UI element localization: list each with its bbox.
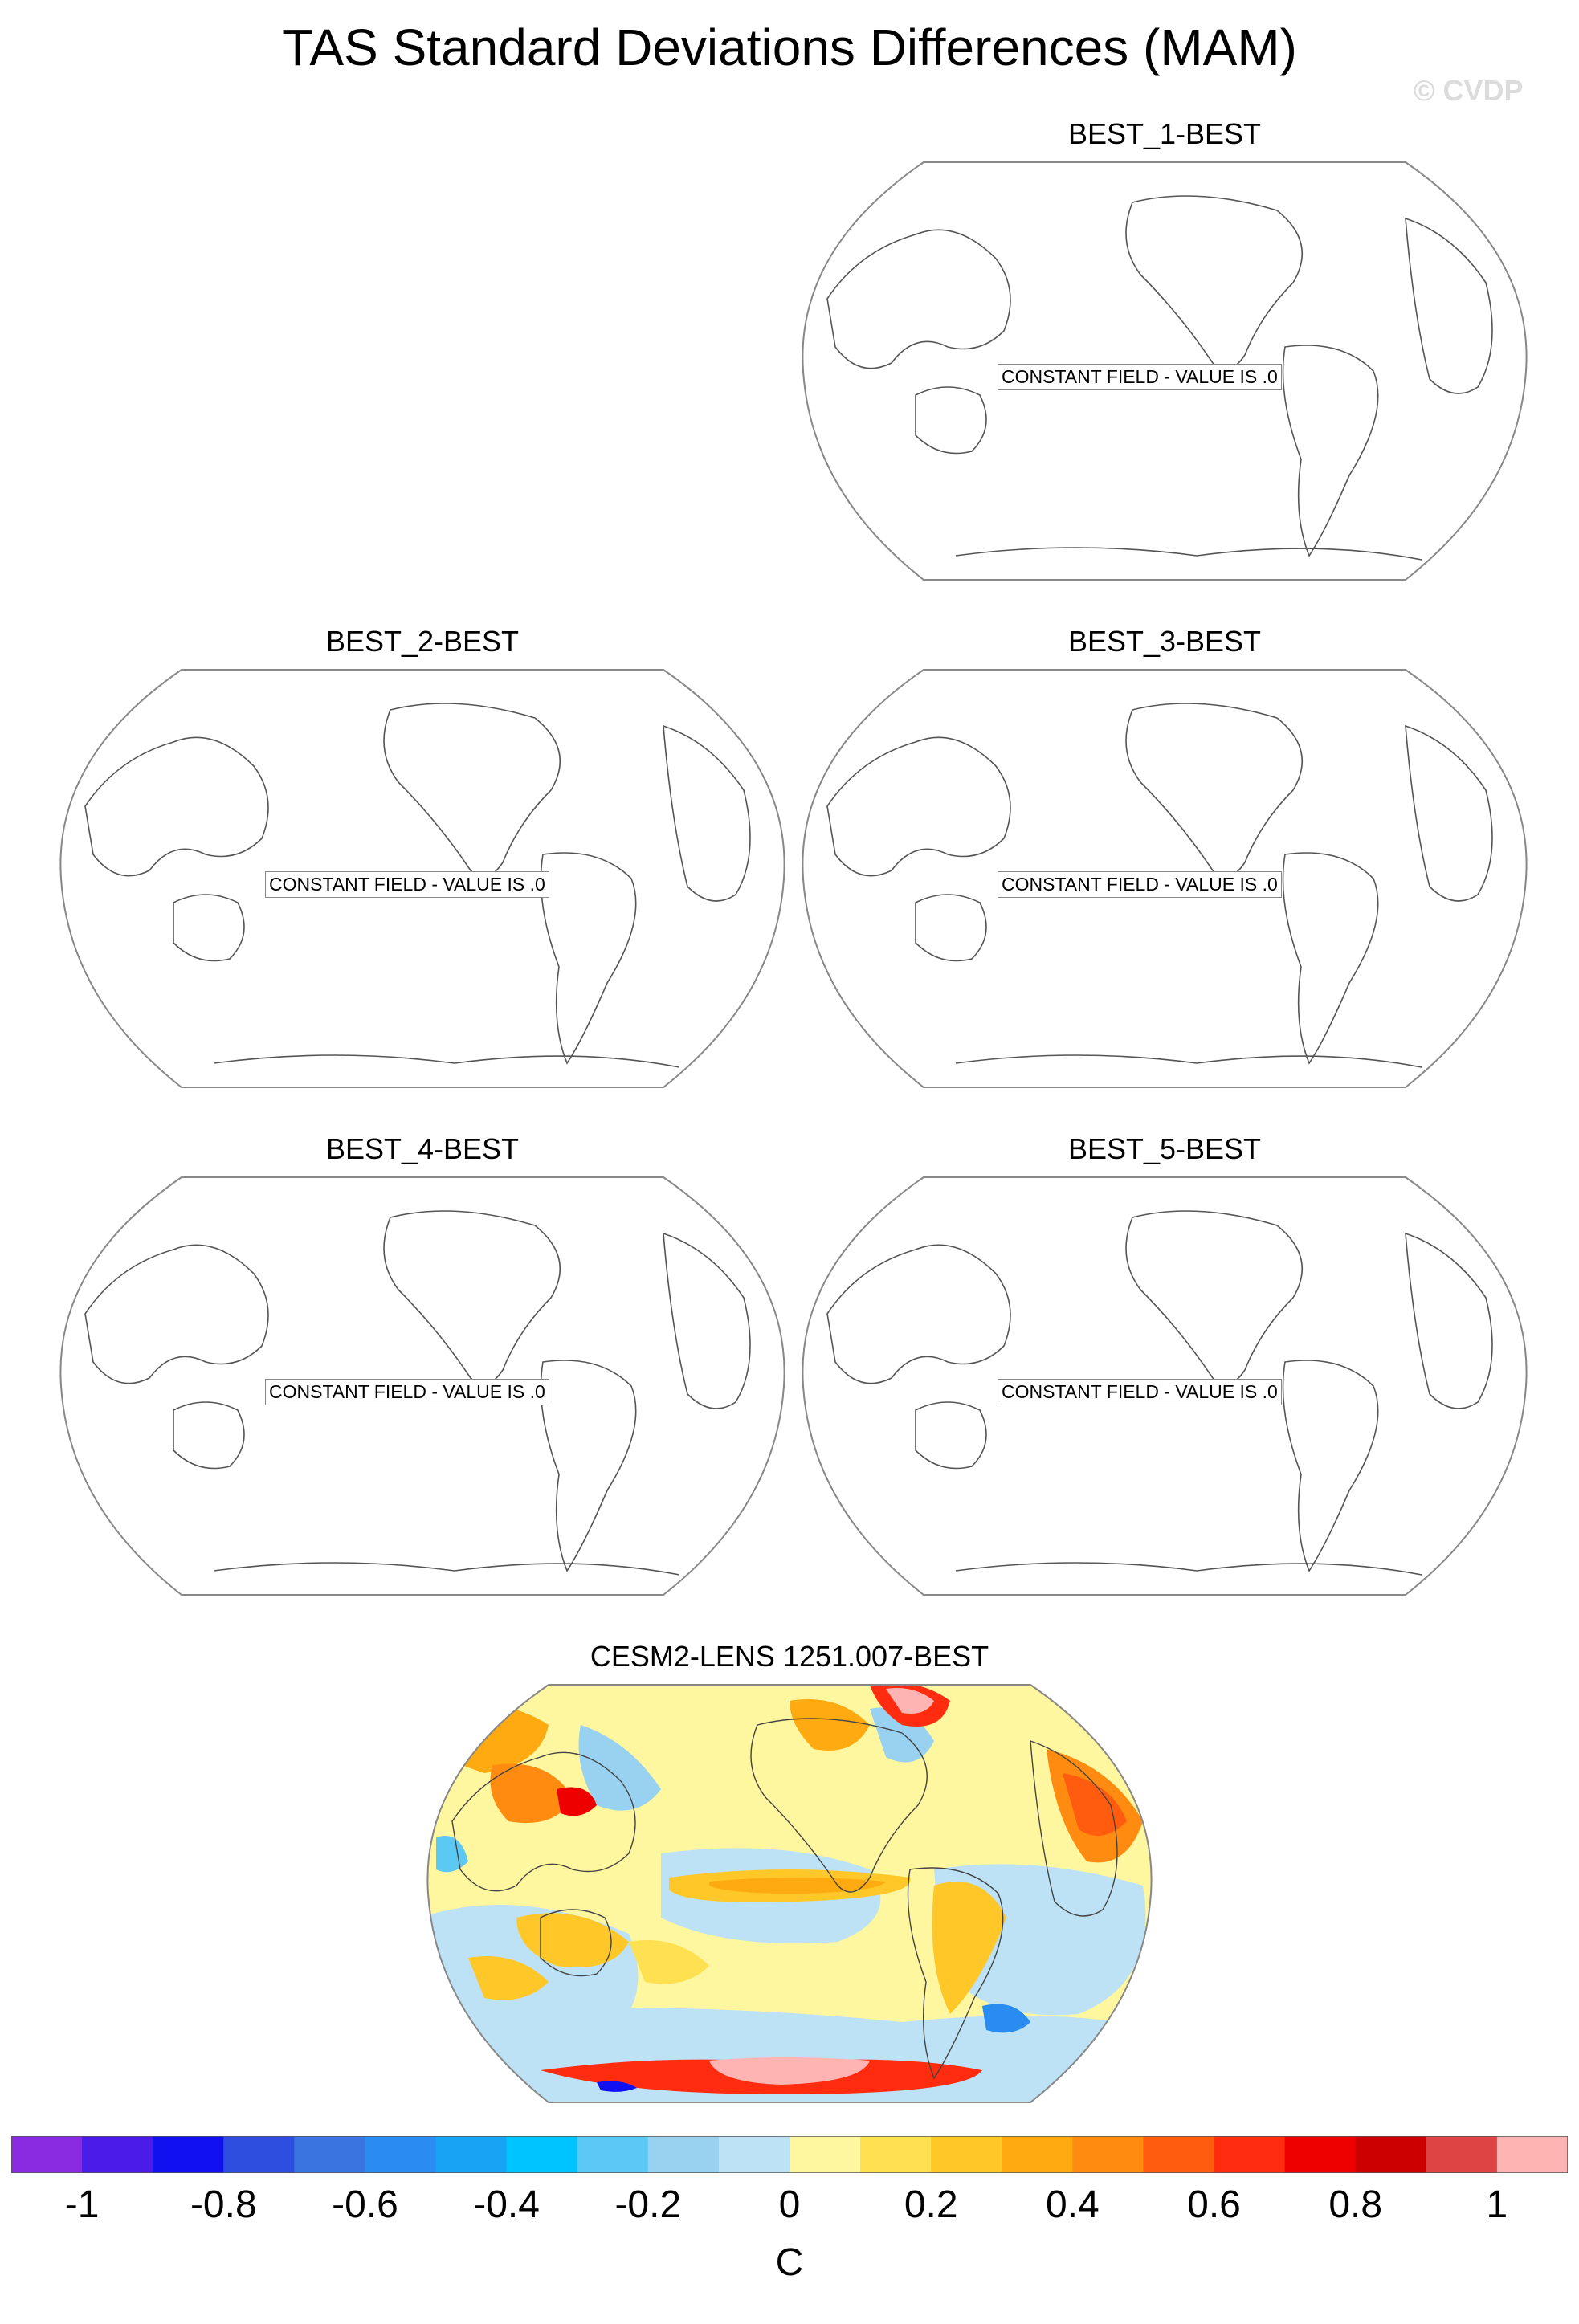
colorbar-segment bbox=[506, 2136, 578, 2173]
colorbar-segment bbox=[860, 2136, 932, 2173]
colorbar-segment bbox=[1355, 2136, 1427, 2173]
colorbar-segment bbox=[1214, 2136, 1286, 2173]
colorbar-tick-label: 0.8 bbox=[1328, 2183, 1383, 2226]
map-panel-5: BEST_5-BEST CONSTANT FIELD - VALUE IS .0 bbox=[795, 1127, 1534, 1609]
map-panel-1: BEST_1-BEST CONSTANT FIELD - VALUE IS .0 bbox=[795, 112, 1534, 594]
world-map-colored bbox=[426, 1684, 1153, 2103]
colorbar-segment bbox=[294, 2136, 365, 2173]
colorbar-segment bbox=[647, 2136, 720, 2173]
colorbar-segment bbox=[82, 2136, 153, 2173]
colorbar-segment bbox=[223, 2136, 295, 2173]
colorbar-units: C bbox=[775, 2241, 804, 2284]
panel-title: CESM2-LENS 1251.007-BEST bbox=[590, 1640, 989, 1673]
colorbar-segment bbox=[718, 2136, 790, 2173]
colorbar-segment bbox=[153, 2136, 224, 2173]
colorbar-segment bbox=[365, 2136, 437, 2173]
panel-title: BEST_3-BEST bbox=[1067, 625, 1262, 658]
colorbar-segment bbox=[1143, 2136, 1215, 2173]
panel-title: BEST_5-BEST bbox=[1067, 1132, 1262, 1165]
map-panel-cesm2: CESM2-LENS 1251.007-BEST bbox=[418, 1635, 1161, 2125]
colorbar-segment bbox=[1496, 2136, 1568, 2173]
watermark: © CVDP bbox=[1414, 74, 1524, 107]
colorbar-tick-label: 0.6 bbox=[1187, 2183, 1241, 2226]
colorbar-segment bbox=[1002, 2136, 1073, 2173]
colorbar-segment bbox=[11, 2136, 83, 2173]
constant-field-label: CONSTANT FIELD - VALUE IS .0 bbox=[265, 1379, 549, 1405]
colorbar-tick-label: -0.8 bbox=[190, 2183, 257, 2226]
figure-title: TAS Standard Deviations Differences (MAM… bbox=[282, 18, 1297, 76]
colorbar-tick-label: -0.2 bbox=[614, 2183, 682, 2226]
constant-field-label: CONSTANT FIELD - VALUE IS .0 bbox=[998, 871, 1282, 898]
map-panel-3: BEST_3-BEST CONSTANT FIELD - VALUE IS .0 bbox=[795, 620, 1534, 1102]
map-panel-2: BEST_2-BEST CONSTANT FIELD - VALUE IS .0 bbox=[53, 620, 792, 1102]
constant-field-label: CONSTANT FIELD - VALUE IS .0 bbox=[265, 871, 549, 898]
map-panel-4: BEST_4-BEST CONSTANT FIELD - VALUE IS .0 bbox=[53, 1127, 792, 1609]
colorbar-segment bbox=[1284, 2136, 1357, 2173]
colorbar-segment bbox=[1072, 2136, 1144, 2173]
colorbar-segment bbox=[577, 2136, 649, 2173]
constant-field-label: CONSTANT FIELD - VALUE IS .0 bbox=[998, 1379, 1282, 1405]
panel-title: BEST_4-BEST bbox=[325, 1132, 520, 1165]
colorbar-tick-label: 0.2 bbox=[904, 2183, 958, 2226]
colorbar-segment bbox=[435, 2136, 508, 2173]
colorbar-segment bbox=[931, 2136, 1002, 2173]
panel-title: BEST_1-BEST bbox=[1067, 117, 1262, 150]
colorbar-tick-label: -0.6 bbox=[332, 2183, 398, 2226]
colorbar-tick-label: 0.4 bbox=[1046, 2183, 1100, 2226]
colorbar-tick-label: 1 bbox=[1486, 2183, 1508, 2226]
colorbar-tick-label: -0.4 bbox=[473, 2183, 540, 2226]
constant-field-label: CONSTANT FIELD - VALUE IS .0 bbox=[998, 364, 1282, 390]
panel-title: BEST_2-BEST bbox=[325, 625, 520, 658]
colorbar-tick-label: 0 bbox=[778, 2183, 801, 2226]
colorbar-segment bbox=[1426, 2136, 1498, 2173]
colorbar bbox=[11, 2136, 1568, 2173]
colorbar-tick-label: -1 bbox=[64, 2183, 100, 2226]
colorbar-segment bbox=[790, 2136, 861, 2173]
